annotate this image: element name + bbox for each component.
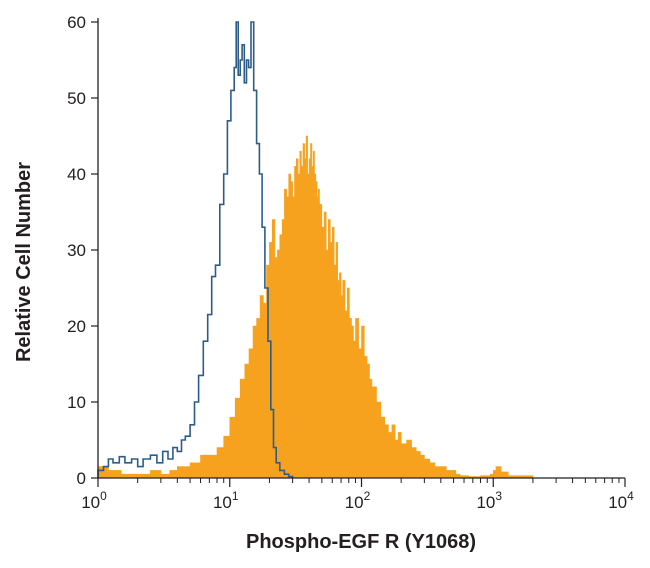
y-tick-label: 30 bbox=[67, 241, 86, 260]
y-tick-label: 10 bbox=[67, 393, 86, 412]
y-tick-label: 50 bbox=[67, 89, 86, 108]
filled-histogram-series bbox=[97, 135, 625, 479]
y-tick-label: 60 bbox=[67, 13, 86, 32]
y-axis-label: Relative Cell Number bbox=[13, 162, 35, 362]
x-tick-label: 103 bbox=[476, 489, 502, 512]
x-tick-label: 101 bbox=[213, 489, 239, 512]
x-tick-label: 104 bbox=[608, 489, 634, 512]
outline-histogram-series bbox=[97, 21, 294, 478]
y-tick-label: 0 bbox=[77, 469, 86, 488]
x-tick-label: 102 bbox=[345, 489, 371, 512]
x-axis-label: Phospho-EGF R (Y1068) bbox=[246, 531, 476, 553]
plot-area bbox=[97, 21, 625, 479]
y-tick-label: 20 bbox=[67, 317, 86, 336]
x-tick-label: 100 bbox=[81, 489, 107, 512]
y-tick-label: 40 bbox=[67, 165, 86, 184]
x-axis: 100 101 102 103 104 bbox=[81, 477, 634, 512]
y-axis: 0 10 20 30 40 50 60 bbox=[67, 13, 99, 488]
